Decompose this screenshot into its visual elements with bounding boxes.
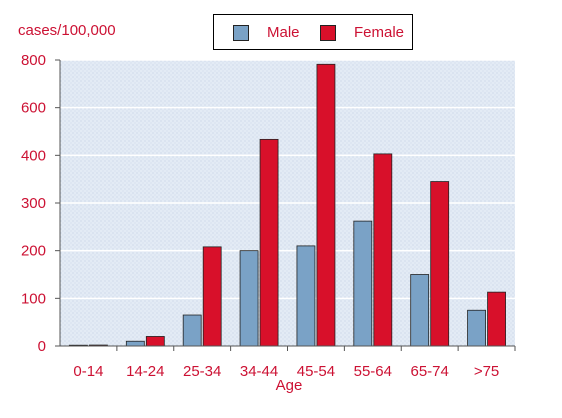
- x-tick-label: >75: [474, 363, 499, 380]
- y-tick-label: 100: [21, 290, 46, 307]
- bar-female: [373, 153, 393, 347]
- bar-male: [296, 245, 316, 347]
- bar-female: [202, 246, 222, 347]
- legend-swatch-female: [320, 25, 336, 41]
- legend-swatch-male: [233, 25, 249, 41]
- legend-label-male: Male: [267, 24, 300, 41]
- legend-label-female: Female: [354, 24, 405, 41]
- y-tick-label: 0: [38, 338, 46, 355]
- x-tick-label: 65-74: [411, 363, 449, 380]
- x-tick-label: 14-24: [126, 363, 164, 380]
- bar-male: [353, 220, 373, 347]
- bar-female: [430, 181, 450, 347]
- y-axis-label: cases/100,000: [18, 22, 116, 39]
- bar-female: [316, 63, 336, 347]
- bar-female: [145, 336, 165, 347]
- x-tick-label: 25-34: [183, 363, 221, 380]
- x-tick-label: 55-64: [354, 363, 392, 380]
- bar-female: [487, 291, 506, 347]
- bar-female: [259, 138, 279, 347]
- bar-male: [410, 274, 430, 347]
- y-tick-label: 400: [21, 147, 46, 164]
- x-tick-label: 34-44: [240, 363, 278, 380]
- x-tick-label: 0-14: [73, 363, 103, 380]
- y-tick-label: 300: [21, 195, 46, 212]
- bar-male: [467, 309, 486, 347]
- bar-male: [239, 250, 259, 347]
- y-tick-label: 200: [21, 243, 46, 260]
- y-tick-label: 600: [21, 100, 46, 117]
- bar-male: [182, 314, 202, 347]
- bar-male: [125, 340, 145, 347]
- y-tick-label: 800: [21, 52, 46, 69]
- x-axis-label: Age: [275, 377, 303, 394]
- legend: Male Female: [213, 14, 413, 50]
- x-tick-label: 45-54: [297, 363, 335, 380]
